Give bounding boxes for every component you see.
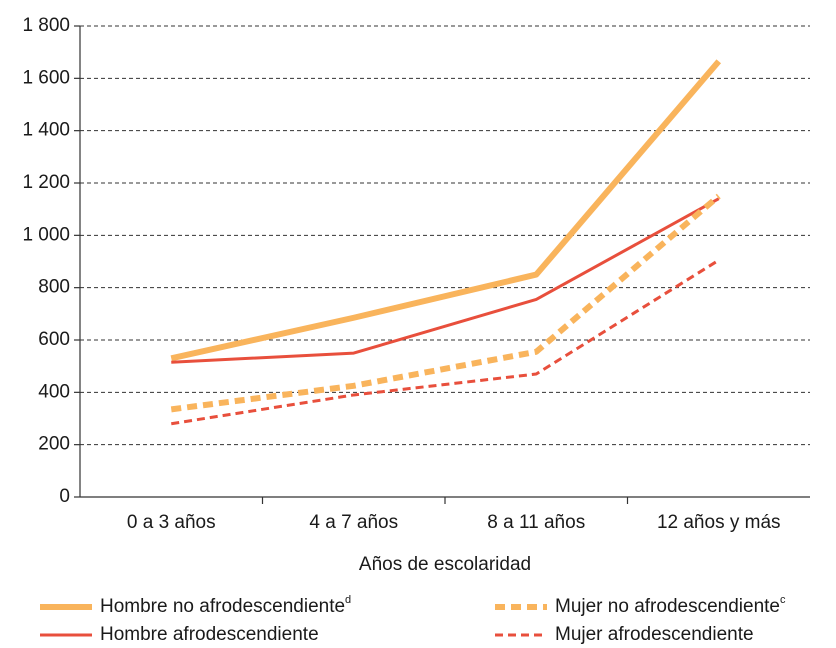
y-tick-label: 1 400	[22, 120, 70, 141]
y-tick-label: 1 600	[22, 67, 70, 88]
legend-label: Hombre no afrodescendiented	[100, 594, 351, 617]
series-line	[171, 258, 720, 426]
y-tick-label: 1 000	[22, 224, 70, 245]
legend-label: Hombre afrodescendiente	[100, 624, 319, 645]
legend-footnote: c	[780, 594, 786, 606]
series-line	[170, 193, 721, 413]
series-line	[171, 197, 720, 364]
y-tick-label: 800	[38, 277, 70, 298]
y-tick-label: 1 800	[22, 15, 70, 36]
x-tick-label: 4 a 7 años	[309, 512, 398, 533]
x-axis-label: Años de escolaridad	[359, 554, 531, 575]
legend-label: Mujer no afrodescendientec	[555, 594, 786, 617]
y-tick-label: 0	[59, 486, 70, 507]
legend-footnote: d	[345, 594, 351, 606]
legend-name: Hombre afrodescendiente	[100, 624, 319, 645]
legend-name: Mujer no afrodescendiente	[555, 596, 780, 617]
legend-label: Mujer afrodescendiente	[555, 624, 754, 645]
legend-name: Mujer afrodescendiente	[555, 624, 754, 645]
x-tick-label: 12 años y más	[657, 512, 781, 533]
y-tick-label: 200	[38, 434, 70, 455]
series-line	[170, 59, 722, 362]
legend-name: Hombre no afrodescendiente	[100, 596, 345, 617]
y-tick-label: 400	[38, 381, 70, 402]
x-tick-label: 8 a 11 años	[487, 512, 585, 533]
x-tick-label: 0 a 3 años	[127, 512, 216, 533]
y-tick-label: 1 200	[22, 172, 70, 193]
y-tick-label: 600	[38, 329, 70, 350]
